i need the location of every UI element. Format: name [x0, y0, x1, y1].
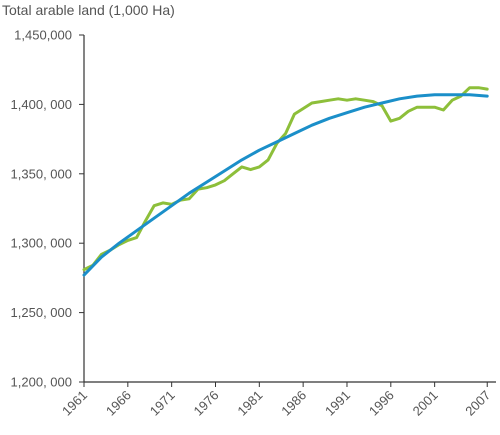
x-tick-label: 2007 — [462, 388, 493, 419]
x-tick-label: 1961 — [59, 388, 90, 419]
y-tick-label: 1,450,000 — [14, 28, 72, 43]
x-tick-label: 1996 — [366, 388, 397, 419]
axes — [83, 35, 496, 383]
series-line-observed — [82, 86, 489, 272]
x-tick-label: 1986 — [278, 388, 309, 419]
x-tick-label: 1971 — [147, 388, 178, 419]
x-tick-label: 1976 — [191, 388, 222, 419]
x-tick-label: 2001 — [410, 388, 441, 419]
x-tick-label: 1991 — [322, 388, 353, 419]
x-axis-ticks: 1961 1966 1971 1976 1981 1986 1991 1996 2001 2007 — [59, 382, 493, 419]
y-tick-label: 1,250, 000 — [11, 305, 72, 320]
series-layer — [82, 86, 489, 277]
y-tick-label: 1,300, 000 — [11, 236, 72, 251]
y-tick-label: 1,400, 000 — [11, 97, 72, 112]
x-tick-label: 1981 — [234, 388, 265, 419]
y-tick-label: 1,200, 000 — [11, 375, 72, 390]
x-tick-label: 1966 — [103, 388, 134, 419]
chart-title: Total arable land (1,000 Ha) — [2, 2, 175, 18]
series-line-trend — [82, 93, 489, 277]
y-axis-ticks: 1,200, 000 1,250, 000 1,300, 000 1,350, 000… — [11, 28, 84, 390]
y-tick-label: 1,350, 000 — [11, 166, 72, 181]
